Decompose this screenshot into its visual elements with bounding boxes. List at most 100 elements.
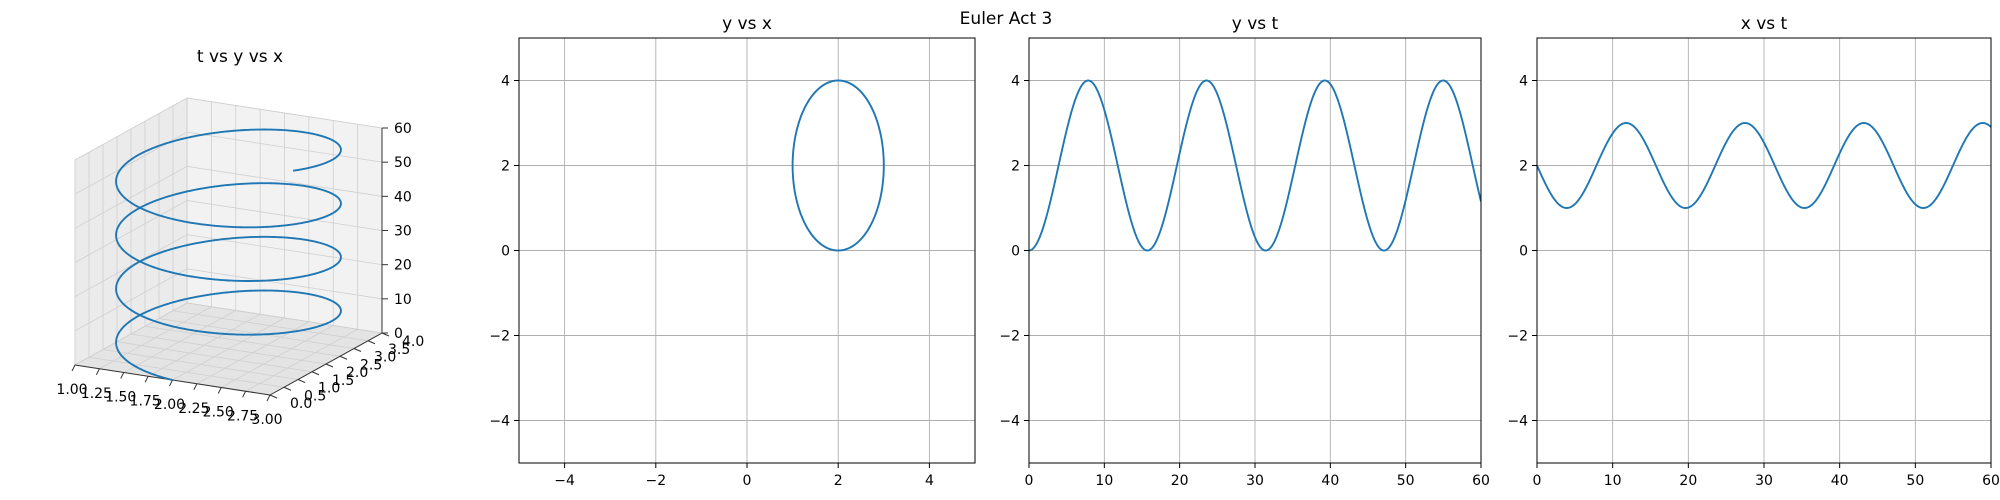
x-tick-mark [120, 372, 125, 379]
x-tick-mark [242, 391, 247, 398]
y-tick-mark [339, 355, 348, 360]
x-tick-label: 1.75 [130, 393, 161, 409]
x-tick-label: 10 [1095, 473, 1113, 489]
y-tick-label: −2 [1507, 329, 1528, 345]
x-tick-mark [266, 394, 271, 402]
x-tick-label: 2.00 [154, 397, 185, 413]
y-tick-mark [297, 379, 306, 383]
x-tick-mark [95, 368, 100, 375]
grid-back-z [186, 165, 383, 197]
grid-left-z [74, 165, 188, 229]
y-tick-mark [283, 386, 292, 391]
grid-floor-y [102, 349, 299, 380]
x-tick-mark [71, 364, 76, 372]
subplot-yt: 0 10 20 30 40 50 60 −4 −2 0 2 4 y vs t [999, 14, 1490, 489]
z-tick-label: 50 [394, 155, 412, 171]
grid-left-z [74, 268, 188, 332]
axes-frame [1536, 37, 1992, 464]
x-tick-label: 30 [1755, 473, 1773, 489]
y-tick-label: −4 [489, 414, 510, 430]
grid-left-z [74, 302, 188, 366]
y-tick-mark [367, 340, 376, 345]
y-tick-label: 4.0 [402, 334, 424, 350]
series-line [791, 79, 885, 252]
x-tick-mark [144, 376, 149, 383]
y-tick-label: −2 [489, 329, 510, 345]
x-tick-label: 40 [1321, 473, 1339, 489]
grid-left-z [74, 200, 188, 263]
y-tick-label: 4 [501, 74, 510, 90]
x-tick-label: 2.25 [178, 401, 209, 417]
figure-title: Euler Act 3 [960, 9, 1053, 29]
grid-left-z [74, 97, 188, 161]
subplot-title: y vs x [722, 14, 772, 34]
axes-frame [1028, 37, 1482, 464]
x-tick-label: 2 [834, 473, 843, 489]
y-tick-label: 2 [1011, 159, 1020, 175]
y-tick-mark [269, 394, 278, 399]
x-tick-label: 50 [1397, 473, 1415, 489]
subplot-3d: 1.001.251.501.752.002.252.502.753.000.00… [56, 47, 424, 428]
y-tick-label: 2.0 [346, 365, 368, 381]
z-tick-label: 10 [394, 292, 412, 308]
z-tick-label: 0 [394, 326, 403, 342]
x-tick-label: 60 [1472, 473, 1490, 489]
grid-back-z [186, 302, 383, 334]
z-tick-label: 60 [394, 121, 412, 137]
grid-back-z [186, 131, 383, 163]
x-tick-label: 20 [1171, 473, 1189, 489]
y-tick-label: 2 [501, 159, 510, 175]
y-tick-label: 0.0 [290, 396, 312, 412]
x-tick-label: 50 [1906, 473, 1924, 489]
y-tick-label: 0 [1519, 244, 1528, 260]
grid-floor-y [88, 356, 285, 388]
y-tick-mark [325, 363, 334, 368]
y-tick-label: 0.5 [304, 388, 326, 404]
grid-floor-y [172, 310, 369, 342]
y-tick-mark [311, 371, 320, 376]
axes-frame [518, 37, 976, 464]
y-tick-label: 4 [1519, 74, 1528, 90]
series-line [1537, 122, 1991, 209]
x-tick-label: 2.75 [227, 408, 258, 424]
y-tick-label: −4 [999, 414, 1020, 430]
x-tick-label: 0 [743, 473, 752, 489]
y-tick-label: 4 [1011, 74, 1020, 90]
subplot-yx: −4 −2 0 2 4 −4 −2 0 2 4 y vs x [489, 14, 976, 489]
grid-floor-y [158, 318, 355, 349]
x-tick-mark [193, 383, 198, 390]
series-line [1029, 79, 1481, 252]
y-tick-mark [353, 348, 362, 352]
x-tick-label: 20 [1679, 473, 1697, 489]
grid-floor-y [144, 325, 341, 357]
y-tick-label: 2.5 [360, 357, 382, 373]
x-tick-label: 30 [1246, 473, 1264, 489]
y-tick-label: −2 [999, 329, 1020, 345]
grid-back-z [186, 200, 383, 231]
grid-back-z [186, 268, 383, 300]
x-tick-label: 40 [1831, 473, 1849, 489]
x-tick-label: 3.00 [251, 412, 282, 428]
z-tick-label: 20 [394, 258, 412, 274]
grid-left-z [74, 234, 188, 298]
helix-line [115, 128, 342, 381]
grid-floor-y [116, 341, 313, 373]
x-tick-label: −4 [554, 473, 575, 489]
y-tick-label: 3.0 [374, 350, 396, 366]
x-tick-mark [169, 379, 173, 387]
y-tick-label: −4 [1507, 414, 1528, 430]
y-tick-label: 0 [1011, 244, 1020, 260]
x-tick-label: 4 [925, 473, 934, 489]
x-tick-label: 1.50 [105, 390, 136, 406]
y-tick-label: 1.5 [332, 373, 354, 389]
x-tick-label: 1.00 [56, 382, 87, 398]
x-tick-label: 0 [1025, 473, 1034, 489]
y-tick-label: 0 [501, 244, 510, 260]
grid-back-z [186, 97, 383, 129]
x-tick-label: 10 [1604, 473, 1622, 489]
grid-floor-y [130, 333, 327, 365]
subplot-xt: 0 10 20 30 40 50 60 −4 −2 0 2 4 x vs t [1507, 14, 2000, 489]
z-tick-label: 30 [394, 224, 412, 240]
